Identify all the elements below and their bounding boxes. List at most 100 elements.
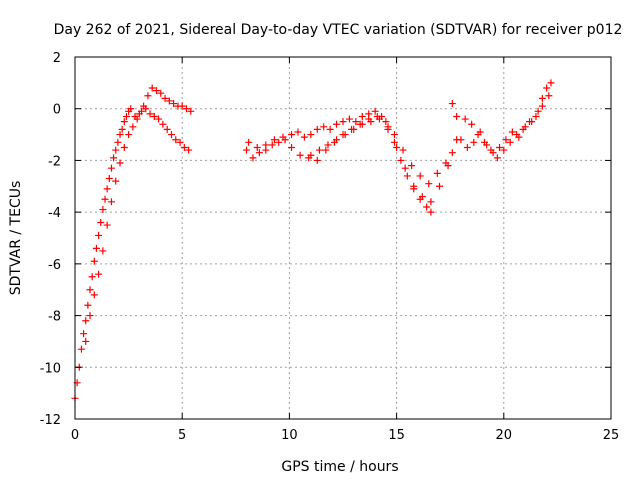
- data-point-marker: [95, 231, 103, 239]
- grid-layer: [75, 57, 611, 419]
- chart-title: Day 262 of 2021, Sidereal Day-to-day VTE…: [54, 22, 623, 38]
- data-point-marker: [125, 131, 133, 139]
- data-point-marker: [90, 291, 98, 299]
- data-point-marker: [547, 79, 555, 87]
- data-point-marker: [97, 218, 105, 226]
- data-point-marker: [320, 123, 328, 131]
- data-points-layer: [71, 79, 555, 402]
- data-point-marker: [444, 162, 452, 170]
- data-point-marker: [103, 185, 111, 193]
- data-point-marker: [468, 120, 476, 128]
- data-point-marker: [150, 112, 158, 120]
- data-point-marker: [448, 100, 456, 108]
- data-point-marker: [180, 144, 188, 151]
- data-point-marker: [470, 138, 478, 146]
- data-point-marker: [294, 128, 302, 136]
- data-point-marker: [519, 125, 527, 133]
- data-point-marker: [393, 144, 401, 151]
- data-point-marker: [333, 136, 341, 144]
- data-point-marker: [118, 125, 126, 133]
- data-point-marker: [538, 102, 546, 110]
- data-point-marker: [159, 120, 167, 128]
- data-point-marker: [103, 221, 111, 229]
- data-point-marker: [390, 138, 398, 146]
- data-point-marker: [425, 180, 433, 188]
- data-point-marker: [270, 136, 278, 144]
- data-point-marker: [142, 105, 150, 113]
- data-point-marker: [92, 244, 100, 252]
- data-point-marker: [101, 195, 109, 203]
- data-point-marker: [324, 141, 332, 149]
- data-point-marker: [339, 118, 347, 126]
- data-point-marker: [288, 144, 296, 151]
- data-point-marker: [358, 120, 366, 128]
- y-tick-label: -2: [48, 154, 61, 169]
- data-point-marker: [172, 136, 180, 144]
- data-point-marker: [545, 92, 553, 100]
- data-point-marker: [508, 128, 516, 136]
- x-tick-label: 15: [388, 428, 405, 443]
- data-point-marker: [245, 138, 253, 146]
- data-point-marker: [107, 198, 115, 206]
- data-point-marker: [453, 112, 461, 120]
- data-point-marker: [399, 146, 407, 154]
- data-point-marker: [133, 115, 141, 123]
- data-point-marker: [80, 330, 88, 338]
- data-point-marker: [148, 84, 156, 92]
- data-point-marker: [397, 156, 405, 164]
- data-point-marker: [82, 317, 90, 325]
- x-tick-label: 5: [178, 428, 186, 443]
- data-point-marker: [322, 146, 330, 154]
- plot-frame: [74, 56, 612, 420]
- y-tick-label: -10: [40, 361, 61, 376]
- data-point-marker: [178, 102, 186, 110]
- x-axis-title: GPS time / hours: [281, 459, 398, 475]
- data-point-marker: [107, 164, 115, 172]
- data-point-marker: [315, 146, 323, 154]
- data-point-marker: [275, 138, 283, 146]
- data-point-marker: [122, 112, 130, 120]
- data-point-marker: [82, 337, 90, 345]
- data-point-marker: [403, 172, 411, 180]
- data-point-marker: [481, 138, 489, 146]
- data-point-marker: [146, 110, 154, 118]
- data-point-marker: [435, 182, 443, 190]
- data-point-marker: [341, 131, 349, 139]
- data-point-marker: [268, 141, 276, 149]
- data-point-marker: [463, 144, 471, 151]
- data-point-marker: [155, 115, 163, 123]
- data-point-marker: [176, 138, 184, 146]
- data-point-marker: [493, 154, 501, 162]
- data-point-marker: [90, 257, 98, 265]
- data-point-marker: [408, 162, 416, 170]
- data-point-marker: [307, 151, 315, 159]
- data-point-marker: [427, 198, 435, 206]
- data-point-marker: [433, 169, 441, 177]
- data-point-marker: [116, 159, 124, 167]
- data-point-marker: [448, 149, 456, 157]
- data-point-marker: [152, 87, 160, 95]
- data-point-marker: [375, 115, 383, 123]
- data-point-marker: [170, 100, 178, 108]
- data-point-marker: [532, 112, 540, 120]
- data-point-marker: [185, 146, 193, 154]
- data-point-marker: [326, 125, 334, 133]
- data-point-marker: [84, 301, 92, 309]
- data-point-marker: [249, 154, 257, 162]
- data-point-marker: [496, 144, 504, 151]
- data-point-marker: [543, 84, 551, 92]
- data-point-marker: [367, 118, 375, 126]
- data-point-marker: [116, 131, 124, 139]
- data-point-marker: [255, 149, 263, 157]
- data-point-marker: [487, 146, 495, 154]
- data-point-marker: [253, 144, 261, 151]
- data-point-marker: [262, 141, 270, 149]
- data-point-marker: [127, 105, 135, 113]
- data-point-marker: [99, 206, 107, 214]
- data-point-marker: [384, 125, 392, 133]
- data-point-marker: [99, 247, 107, 255]
- data-point-marker: [129, 123, 137, 131]
- y-tick-label: 2: [53, 51, 61, 66]
- data-point-marker: [114, 138, 122, 146]
